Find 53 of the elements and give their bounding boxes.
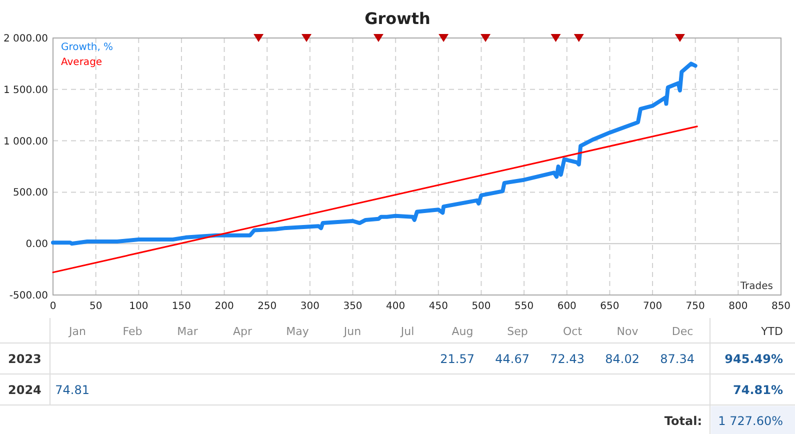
y-tick-label: 2024 (8, 383, 42, 397)
x-tick-label: 250 (258, 301, 277, 312)
x-tick-label: 800 (728, 301, 748, 312)
x-tick-label: 50 (89, 301, 102, 312)
text: Growth, % (61, 42, 114, 53)
data-label: 87.34 (660, 352, 694, 366)
x-tick-label: Jun (342, 325, 362, 338)
y-tick-label: 1 500.00 (3, 84, 48, 96)
data-label: 74.81 (55, 383, 90, 397)
x-tick-label: Nov (616, 325, 639, 338)
x-tick-label: Jan (68, 325, 86, 338)
x-tick-label: 300 (300, 301, 320, 312)
x-tick-label: 350 (343, 301, 362, 312)
x-tick-label: 400 (386, 301, 406, 312)
y-tick-label: 2 000.00 (3, 34, 48, 44)
y2-tick-label: 74.81% (733, 383, 783, 397)
y2-tick-label: 945.49% (724, 352, 783, 366)
x-tick-label: 200 (214, 301, 234, 312)
x-tick-label: 100 (129, 301, 148, 312)
x-tick-label: Sep (507, 325, 528, 338)
x-tick-label: 500 (472, 301, 491, 312)
y-tick-label: 500.00 (13, 188, 48, 199)
x-tick-label: Oct (562, 325, 583, 338)
y-tick-label: 2023 (8, 352, 42, 366)
y-tick-label: 0.00 (26, 239, 48, 250)
x-tick-label: 650 (600, 301, 620, 312)
text: Average (61, 57, 102, 68)
data-label: 21.57 (440, 352, 474, 366)
x-tick-label: 850 (771, 301, 791, 312)
x-tick-label: 0 (50, 301, 56, 312)
y2-axis-title: YTD (760, 325, 783, 338)
chart-title: Growth (364, 9, 430, 28)
annotation: Total: (664, 414, 702, 428)
data-label: 72.43 (550, 352, 584, 366)
x-tick-label: 700 (642, 301, 662, 312)
x-tick-label: 450 (428, 301, 448, 312)
x-tick-label: Apr (232, 325, 252, 338)
x-tick-label: Dec (672, 325, 694, 338)
x-tick-label: 150 (172, 301, 192, 312)
y-tick-label: -500.00 (9, 290, 48, 302)
x-tick-label: 600 (557, 301, 576, 312)
text: 1 727.60% (718, 414, 783, 428)
data-label: 44.67 (495, 352, 530, 366)
x-tick-label: 750 (686, 301, 705, 312)
x-tick-label: Aug (452, 325, 474, 338)
x-tick-label: 550 (514, 301, 534, 312)
y-tick-label: 1 000.00 (3, 136, 48, 148)
x-tick-label: Jul (400, 325, 414, 338)
x-tick-label: Feb (122, 325, 142, 338)
x-tick-label: May (286, 325, 310, 338)
x-tick-label: Mar (177, 325, 198, 338)
data-label: 84.02 (605, 352, 640, 366)
x-axis-title: Trades (739, 281, 773, 292)
